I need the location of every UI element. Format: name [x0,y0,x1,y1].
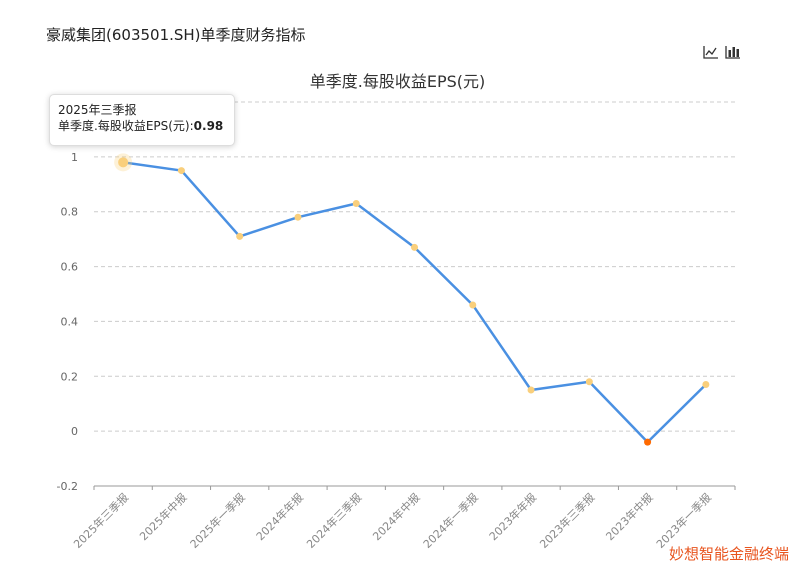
data-point [411,243,418,251]
x-tick-label: 2025年三季报 [70,490,131,551]
tooltip: 2025年三季报 单季度.每股收益EPS(元):0.98 [49,94,235,146]
x-tick-label: 2023年年报 [486,490,539,543]
x-tick-label: 2023年中报 [603,490,656,543]
data-point [294,213,302,221]
y-tick-label: 0.8 [61,206,79,219]
data-point [469,301,477,309]
watermark: 妙想智能金融终端 [668,545,789,563]
x-tick-label: 2024年年报 [253,490,306,543]
x-tick-label: 2023年三季报 [537,490,598,551]
tooltip-label: 单季度.每股收益EPS(元): [58,119,194,133]
chart-title: 单季度.每股收益EPS(元) [309,72,486,91]
y-tick-label: 1 [71,151,78,164]
data-point [527,386,535,394]
y-tick-label: 0.6 [61,261,79,274]
series-line [122,161,707,444]
data-point [352,199,360,207]
data-point [702,381,710,389]
data-point [118,157,129,168]
x-tick-label: 2024年一季报 [420,490,481,551]
x-tick-label: 2024年中报 [370,490,423,543]
bar-chart-icon[interactable] [725,44,741,60]
x-tick-label: 2023年一季报 [653,490,714,551]
x-tick-label: 2025年中报 [136,490,189,543]
data-point [236,232,244,240]
tooltip-row: 单季度.每股收益EPS(元):0.98 [58,118,226,134]
y-tick-label: -0.2 [57,480,78,493]
y-tick-label: 0.2 [61,370,79,383]
line-chart-icon[interactable] [703,44,719,60]
chart-toolbar [703,44,741,60]
y-tick-label: 0.4 [61,315,79,328]
data-point [644,438,652,446]
data-point [585,378,593,386]
page-title: 豪威集团(603501.SH)单季度财务指标 [46,26,306,44]
x-tick-label: 2024年三季报 [304,490,365,551]
tooltip-period: 2025年三季报 [58,103,137,117]
data-point [177,167,185,175]
x-tick-label: 2025年一季报 [187,490,248,551]
y-tick-label: 0 [71,425,78,438]
tooltip-value: 0.98 [193,119,224,133]
